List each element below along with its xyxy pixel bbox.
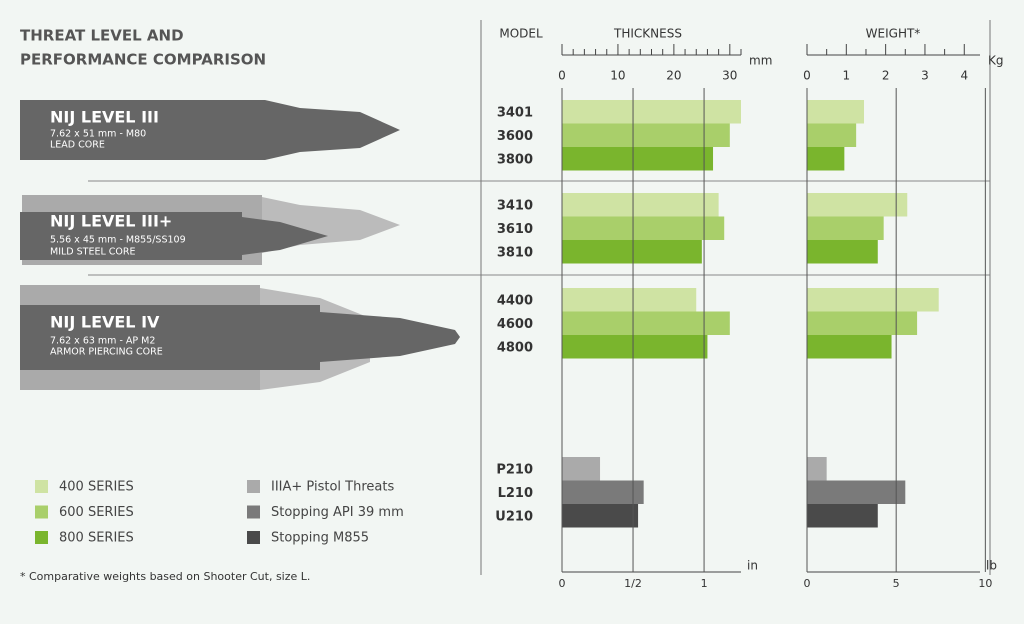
model-label: U210 bbox=[495, 509, 533, 524]
x2-tick-label: 1/2 bbox=[624, 577, 642, 590]
bar bbox=[562, 193, 719, 217]
model-label: 4800 bbox=[497, 340, 533, 355]
bar bbox=[807, 311, 918, 335]
bar bbox=[562, 311, 730, 335]
bar bbox=[807, 123, 857, 147]
x2-tick-label: 5 bbox=[893, 577, 900, 590]
bullet-iii-plus bbox=[20, 195, 400, 265]
bar bbox=[807, 100, 865, 124]
model-label: L210 bbox=[498, 486, 533, 501]
level-core: ARMOR PIERCING CORE bbox=[50, 347, 163, 358]
x-tick-label: 1 bbox=[842, 69, 850, 83]
chart-title: THICKNESS bbox=[613, 27, 682, 41]
x2-tick-label: 10 bbox=[978, 577, 992, 590]
bar bbox=[807, 147, 845, 171]
level-core: MILD STEEL CORE bbox=[50, 247, 136, 258]
bar bbox=[807, 288, 939, 312]
bar bbox=[807, 193, 908, 217]
model-label: 3600 bbox=[497, 129, 533, 144]
axis-unit: lb bbox=[986, 559, 997, 573]
x2-tick-label: 0 bbox=[804, 577, 811, 590]
bar bbox=[807, 240, 878, 264]
legend-label: 400 SERIES bbox=[59, 480, 134, 495]
bar bbox=[562, 123, 730, 147]
x-tick-label: 3 bbox=[921, 69, 929, 83]
legend-label: 600 SERIES bbox=[59, 505, 134, 520]
bar bbox=[807, 216, 884, 240]
bar bbox=[562, 100, 741, 124]
title-line: PERFORMANCE COMPARISON bbox=[20, 51, 266, 69]
model-label: 4600 bbox=[497, 317, 533, 332]
bar bbox=[562, 147, 714, 171]
bar bbox=[562, 288, 697, 312]
axis-unit: mm bbox=[749, 54, 772, 68]
x-tick-label: 10 bbox=[610, 69, 625, 83]
level-core: LEAD CORE bbox=[50, 140, 105, 151]
legend-swatch bbox=[247, 480, 260, 493]
model-label: 3610 bbox=[497, 222, 533, 237]
model-label: 3410 bbox=[497, 198, 533, 213]
legend-label: 800 SERIES bbox=[59, 531, 134, 546]
model-label: 3800 bbox=[497, 152, 533, 167]
legend-swatch bbox=[35, 505, 48, 519]
bar bbox=[562, 504, 639, 528]
title-line: THREAT LEVEL AND bbox=[20, 27, 184, 45]
bar bbox=[562, 457, 601, 481]
legend-swatch bbox=[247, 531, 260, 544]
footnote: * Comparative weights based on Shooter C… bbox=[20, 570, 310, 583]
x-tick-label: 30 bbox=[722, 69, 737, 83]
bar bbox=[807, 457, 827, 481]
category-header: MODEL bbox=[499, 27, 543, 41]
model-label: P210 bbox=[496, 462, 533, 477]
model-label: 4400 bbox=[497, 293, 533, 308]
model-label: 3401 bbox=[497, 105, 533, 120]
chart-title: WEIGHT* bbox=[866, 27, 921, 41]
legend-swatch bbox=[35, 531, 48, 544]
bar bbox=[807, 504, 878, 528]
x-tick-label: 0 bbox=[558, 69, 566, 83]
level-caliber: 7.62 x 51 mm - M80 bbox=[50, 129, 146, 140]
level-name: NIJ LEVEL III bbox=[50, 108, 159, 127]
x2-tick-label: 0 bbox=[559, 577, 566, 590]
legend-label: Stopping API 39 mm bbox=[271, 505, 404, 520]
level-name: NIJ LEVEL IV bbox=[50, 313, 160, 332]
bar bbox=[807, 480, 906, 504]
legend-swatch bbox=[247, 505, 260, 519]
legend-label: IIIA+ Pistol Threats bbox=[271, 480, 394, 495]
x-tick-label: 2 bbox=[882, 69, 890, 83]
x-tick-label: 4 bbox=[960, 69, 968, 83]
x-tick-label: 0 bbox=[803, 69, 811, 83]
bar bbox=[562, 240, 702, 264]
x2-tick-label: 1 bbox=[701, 577, 708, 590]
level-name: NIJ LEVEL III+ bbox=[50, 212, 172, 231]
bullet-iii bbox=[20, 100, 400, 160]
legend-label: Stopping M855 bbox=[271, 531, 369, 546]
axis-unit: in bbox=[747, 559, 758, 573]
bar bbox=[562, 216, 725, 240]
level-caliber: 5.56 x 45 mm - M855/SS109 bbox=[50, 235, 186, 246]
bullet-iv bbox=[20, 285, 460, 390]
level-caliber: 7.62 x 63 mm - AP M2 bbox=[50, 336, 155, 347]
bar bbox=[562, 480, 644, 504]
x-tick-label: 20 bbox=[666, 69, 681, 83]
model-label: 3810 bbox=[497, 245, 533, 260]
bar bbox=[807, 335, 892, 359]
legend-swatch bbox=[35, 480, 48, 493]
axis-unit: Kg bbox=[988, 54, 1004, 68]
bar bbox=[562, 335, 708, 359]
